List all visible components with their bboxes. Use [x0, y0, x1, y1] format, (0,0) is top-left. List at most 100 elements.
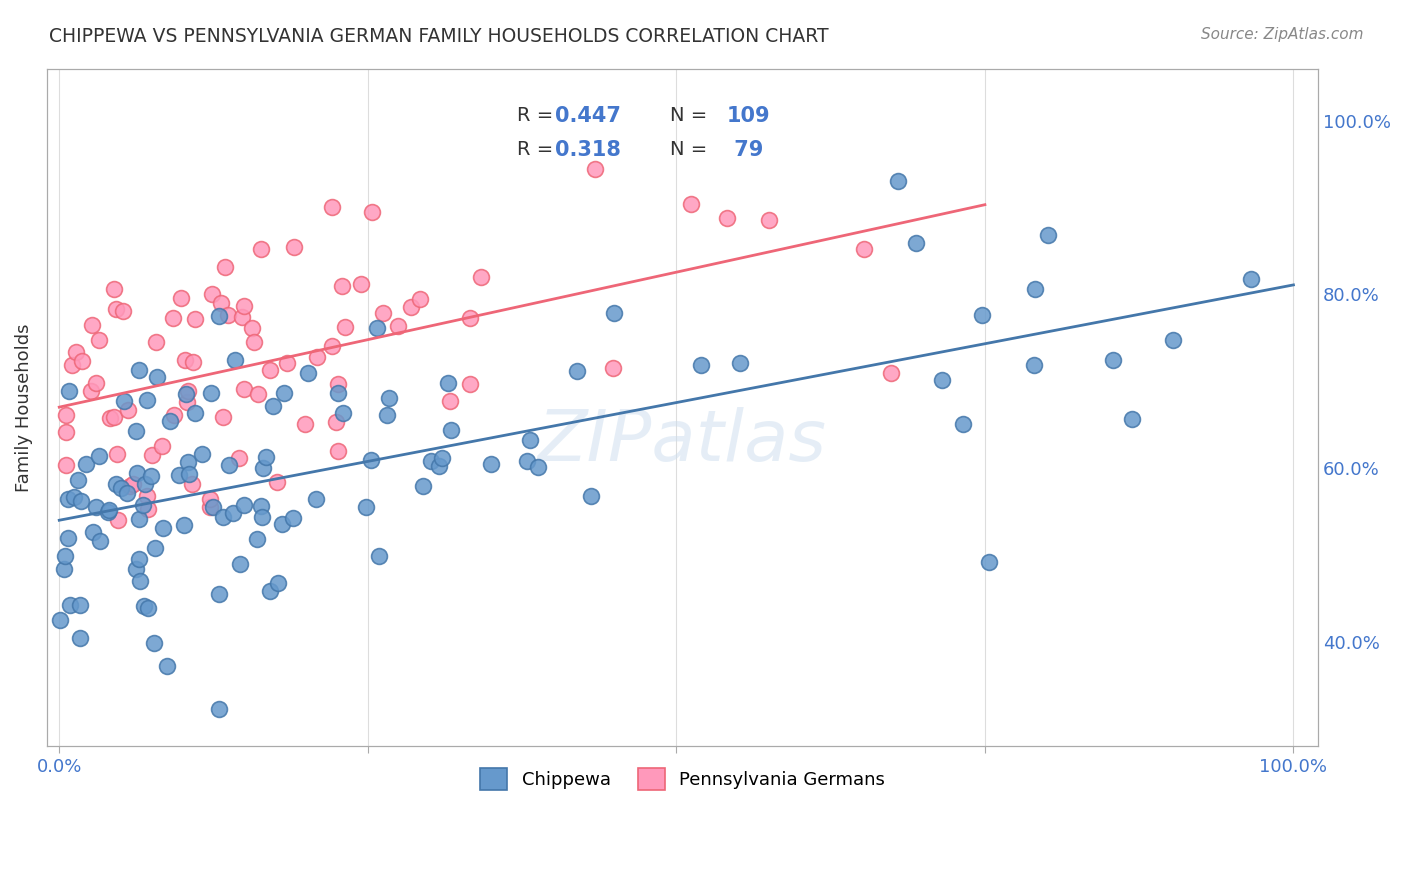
Pennsylvania Germans [80, 318, 103, 332]
Pennsylvania Germans [141, 448, 163, 462]
Chippewa [146, 369, 169, 384]
Chippewa [183, 406, 205, 420]
Pennsylvania Germans [305, 350, 328, 364]
Chippewa [66, 474, 89, 488]
Chippewa [440, 423, 463, 437]
Chippewa [565, 364, 588, 378]
Chippewa [218, 458, 240, 472]
Pennsylvania Germans [162, 311, 184, 326]
Pennsylvania Germans [80, 384, 103, 398]
Chippewa [59, 599, 82, 613]
Chippewa [52, 562, 75, 576]
Chippewa [952, 417, 974, 431]
Chippewa [56, 492, 79, 507]
Chippewa [69, 598, 91, 612]
Chippewa [516, 454, 538, 468]
Pennsylvania Germans [294, 417, 316, 431]
Pennsylvania Germans [136, 501, 159, 516]
Pennsylvania Germans [98, 411, 121, 425]
Pennsylvania Germans [55, 458, 77, 473]
Chippewa [132, 498, 155, 512]
Chippewa [58, 384, 80, 398]
Chippewa [174, 386, 197, 401]
Pennsylvania Germans [84, 376, 107, 390]
Chippewa [250, 509, 273, 524]
Chippewa [75, 457, 97, 471]
Chippewa [378, 391, 401, 405]
Chippewa [1121, 412, 1143, 426]
Pennsylvania Germans [240, 321, 263, 335]
Text: Source: ZipAtlas.com: Source: ZipAtlas.com [1201, 27, 1364, 42]
Pennsylvania Germans [246, 387, 269, 401]
Pennsylvania Germans [321, 339, 343, 353]
Pennsylvania Germans [276, 356, 298, 370]
Chippewa [305, 492, 328, 507]
Text: 109: 109 [727, 106, 770, 126]
Text: R =: R = [517, 106, 560, 125]
Pennsylvania Germans [583, 161, 606, 176]
Pennsylvania Germans [232, 299, 254, 313]
Chippewa [979, 556, 1001, 570]
Chippewa [904, 235, 927, 250]
Chippewa [375, 408, 398, 422]
Chippewa [579, 489, 602, 503]
Chippewa [84, 500, 107, 514]
Text: 79: 79 [727, 140, 763, 160]
Pennsylvania Germans [122, 476, 145, 491]
Chippewa [200, 385, 222, 400]
Pennsylvania Germans [105, 447, 128, 461]
Chippewa [332, 406, 354, 420]
Chippewa [169, 467, 191, 482]
Pennsylvania Germans [177, 384, 200, 398]
Chippewa [212, 510, 235, 524]
Pennsylvania Germans [328, 377, 350, 392]
Pennsylvania Germans [198, 500, 221, 514]
Text: ZIPatlas: ZIPatlas [538, 407, 827, 475]
Chippewa [208, 309, 231, 323]
Pennsylvania Germans [150, 439, 173, 453]
Chippewa [191, 447, 214, 461]
Chippewa [730, 356, 752, 370]
Chippewa [229, 558, 252, 572]
Chippewa [437, 376, 460, 390]
Chippewa [69, 631, 91, 645]
Chippewa [127, 466, 149, 480]
Chippewa [104, 477, 127, 491]
Pennsylvania Germans [399, 301, 422, 315]
Pennsylvania Germans [266, 475, 288, 489]
Pennsylvania Germans [55, 408, 77, 422]
Chippewa [129, 574, 152, 588]
Pennsylvania Germans [283, 240, 305, 254]
Pennsylvania Germans [65, 344, 87, 359]
Chippewa [1240, 272, 1263, 286]
Legend: Chippewa, Pennsylvania Germans: Chippewa, Pennsylvania Germans [465, 754, 900, 805]
Pennsylvania Germans [103, 282, 125, 296]
Pennsylvania Germans [458, 377, 481, 392]
Chippewa [887, 174, 910, 188]
Chippewa [1102, 353, 1125, 368]
Pennsylvania Germans [250, 242, 273, 256]
Chippewa [519, 433, 541, 447]
Chippewa [138, 601, 160, 615]
Pennsylvania Germans [259, 362, 281, 376]
Chippewa [89, 534, 111, 549]
Chippewa [115, 486, 138, 500]
Chippewa [128, 512, 150, 526]
Pennsylvania Germans [145, 335, 167, 350]
Pennsylvania Germans [602, 360, 624, 375]
Pennsylvania Germans [176, 395, 198, 409]
Chippewa [427, 458, 450, 473]
Pennsylvania Germans [117, 402, 139, 417]
Pennsylvania Germans [371, 306, 394, 320]
Chippewa [360, 453, 382, 467]
Chippewa [281, 510, 304, 524]
Pennsylvania Germans [104, 301, 127, 316]
Pennsylvania Germans [228, 450, 250, 465]
Chippewa [70, 493, 93, 508]
Chippewa [689, 358, 711, 372]
Chippewa [1161, 334, 1184, 348]
Pennsylvania Germans [233, 382, 256, 396]
Chippewa [479, 458, 502, 472]
Pennsylvania Germans [112, 304, 135, 318]
Chippewa [412, 479, 434, 493]
